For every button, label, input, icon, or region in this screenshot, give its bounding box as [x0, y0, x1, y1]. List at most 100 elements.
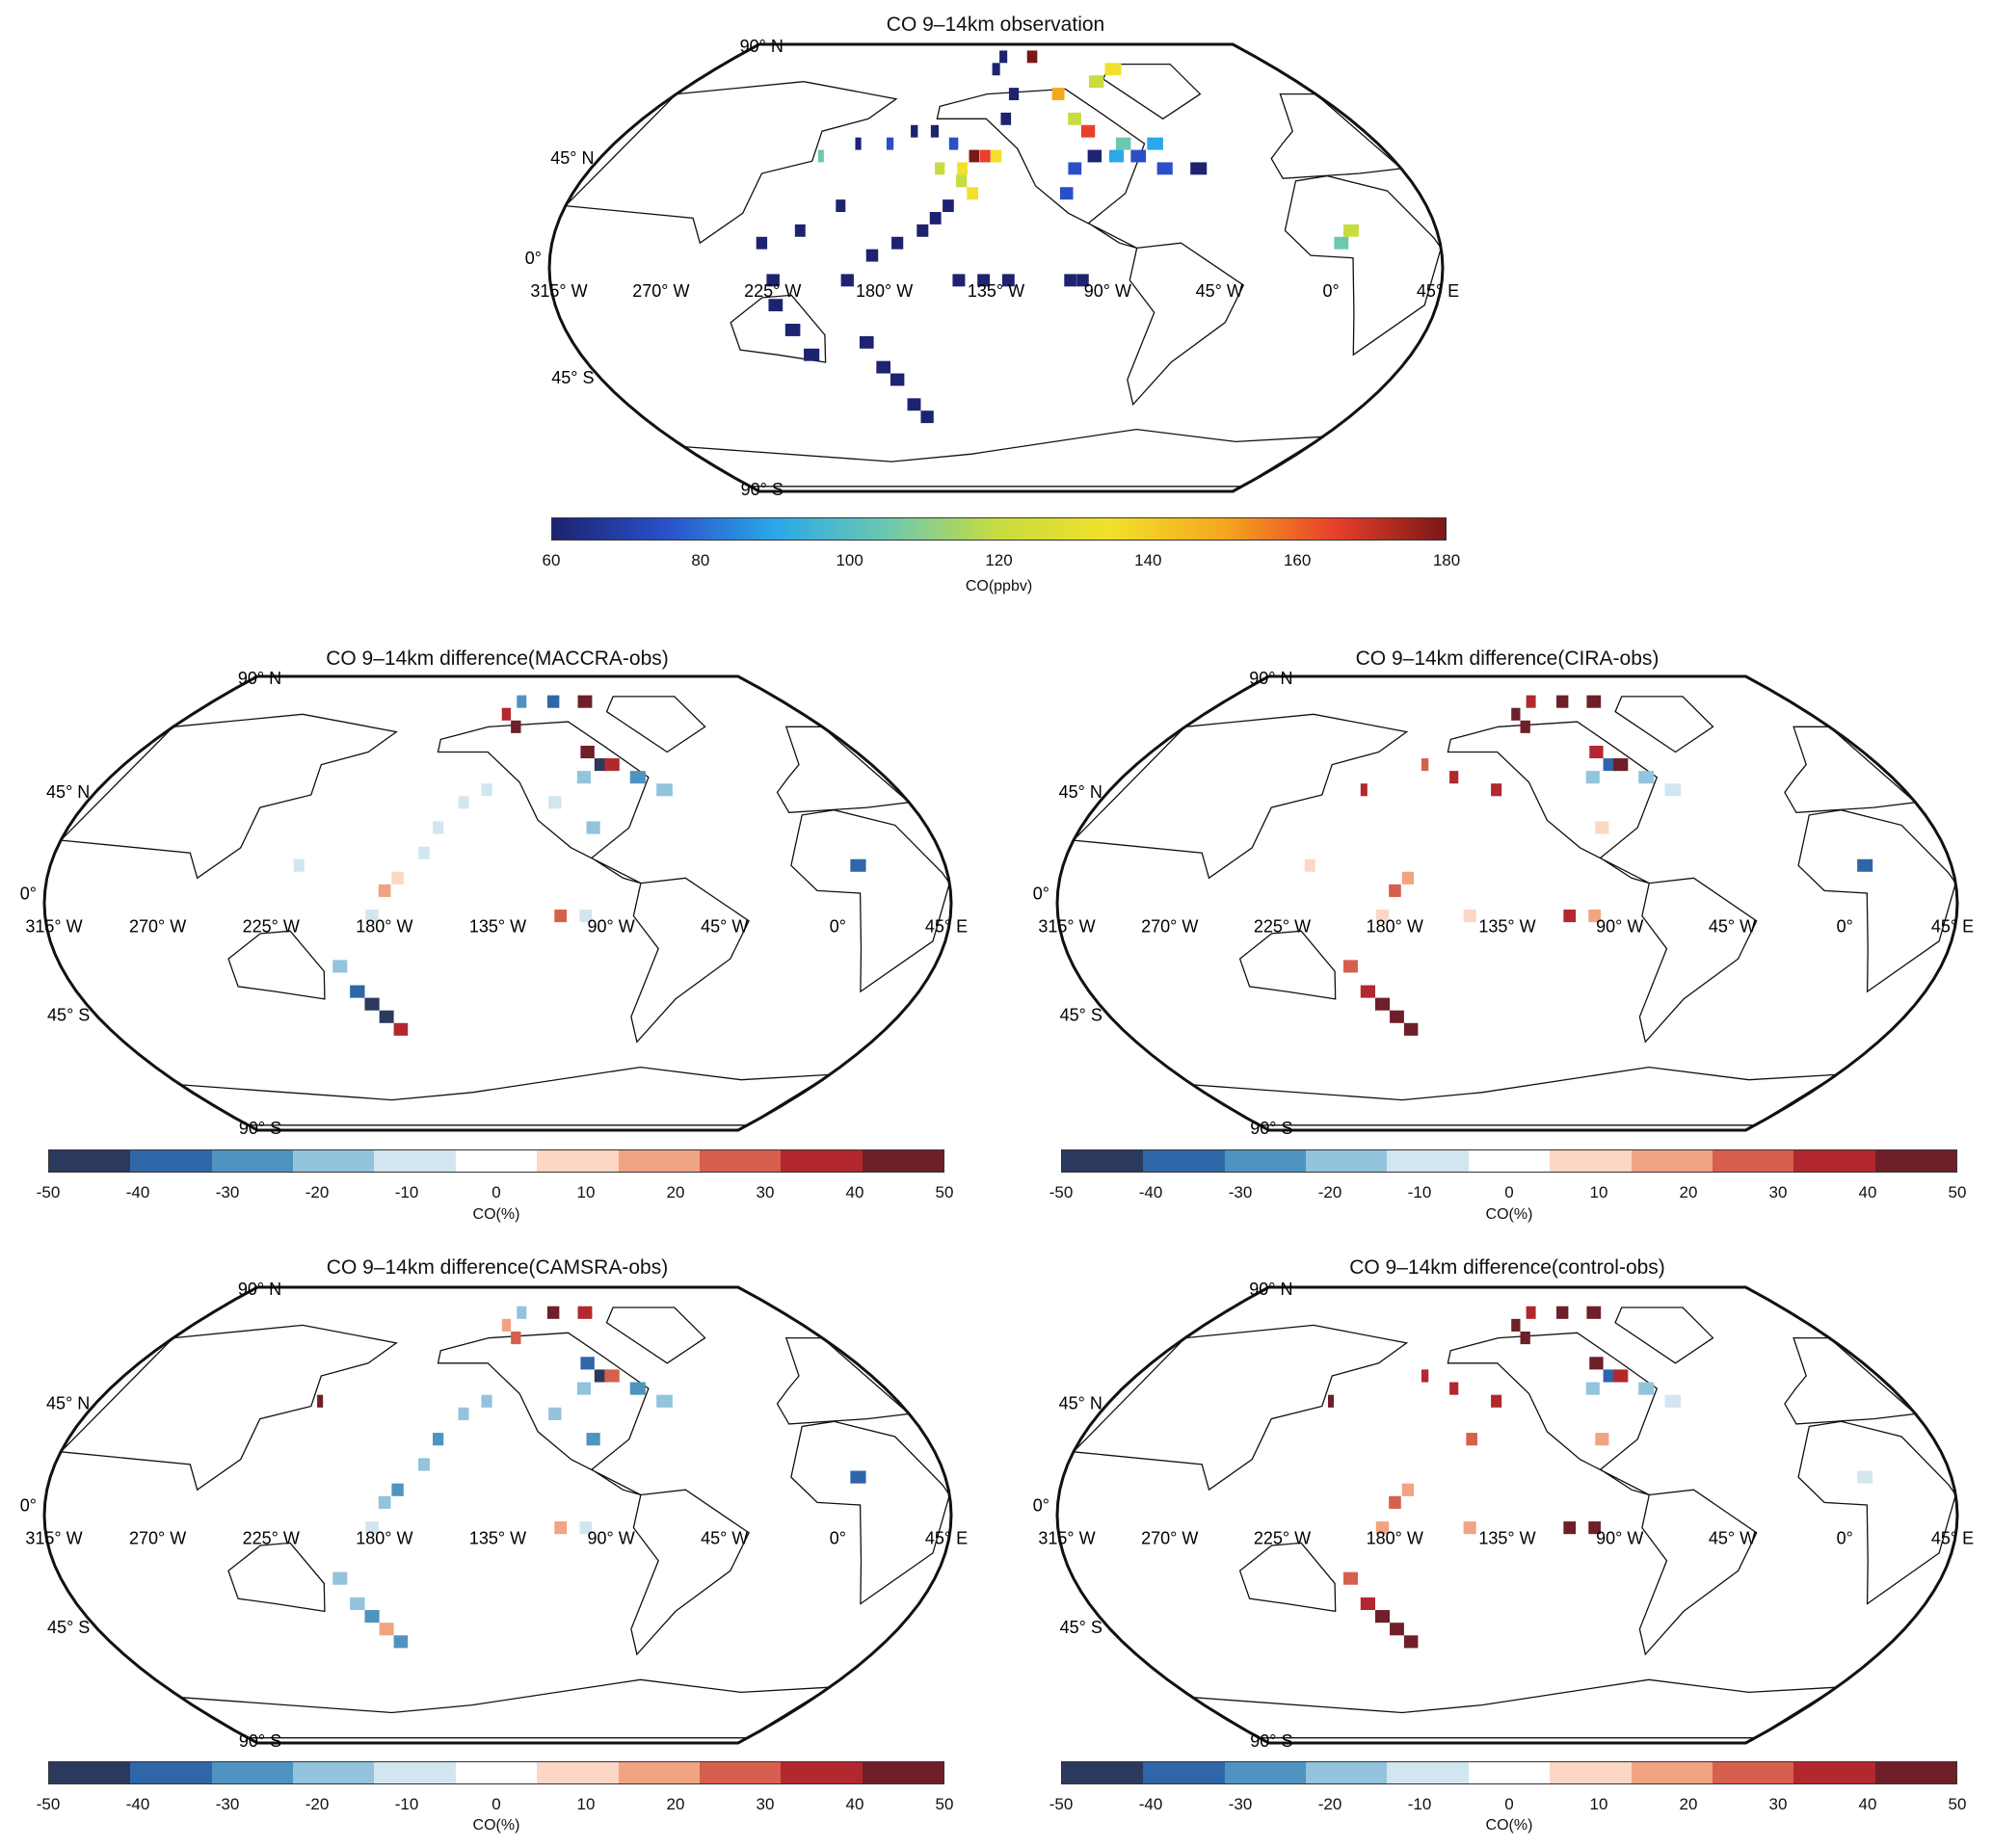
- panel-title: CO 9–14km difference(control-obs): [1349, 1256, 1665, 1279]
- data-cell: [1156, 162, 1173, 175]
- colorbar-bin: [1224, 1762, 1307, 1783]
- coastline: [776, 726, 911, 813]
- data-cell: [943, 199, 954, 212]
- coastline: [564, 81, 898, 245]
- data-cell: [1589, 1357, 1604, 1370]
- data-cell: [850, 1470, 866, 1484]
- colorbar-bin: [1793, 1762, 1875, 1783]
- data-cell: [1613, 758, 1629, 772]
- map-svg: 90° N 45° N 0° 45° S 90° S 315° W 270° W 225° W…: [20, 669, 968, 1138]
- colorbar-tick-label: -50: [36, 1795, 61, 1813]
- colorbar-tick-label: 0: [1504, 1795, 1514, 1813]
- lon-label: 90° W: [588, 917, 635, 937]
- lat-label: 90° N: [1249, 669, 1292, 688]
- coastline: [1797, 809, 1957, 993]
- data-cell: [1389, 884, 1401, 897]
- data-cell: [501, 1318, 512, 1332]
- data-cell: [969, 149, 980, 163]
- lon-label: 225° W: [744, 281, 801, 301]
- lat-label: 90° S: [239, 1731, 281, 1751]
- data-cell: [629, 771, 646, 784]
- data-cell: [916, 224, 929, 237]
- data-cell: [1026, 50, 1038, 64]
- colorbar-tick-label: 100: [836, 551, 863, 569]
- data-cell: [1664, 1394, 1681, 1408]
- colorbar-label: CO(ppbv): [965, 578, 1033, 594]
- data-cell: [332, 1571, 348, 1585]
- lat-label: 90° S: [741, 480, 784, 499]
- data-cell: [1511, 1318, 1521, 1332]
- data-cell: [1389, 1495, 1401, 1509]
- colorbar: [1061, 1149, 1957, 1173]
- data-cell: [1130, 149, 1147, 163]
- data-cell: [554, 1521, 568, 1535]
- map-panel: 90° N 45° N 0° 45° S 90° S 315° W 270° W 225° W…: [1033, 669, 1974, 1138]
- lat-label: 0°: [20, 1496, 37, 1516]
- data-cell: [1051, 88, 1065, 100]
- data-cell: [1360, 783, 1368, 797]
- colorbar-bin: [699, 1762, 782, 1783]
- data-cell: [393, 1022, 409, 1036]
- lon-label: 135° W: [968, 281, 1024, 301]
- colorbar: [48, 1761, 944, 1784]
- data-cell: [1108, 149, 1125, 163]
- colorbar-bin: [130, 1150, 212, 1172]
- data-cell: [365, 1521, 379, 1535]
- colorbar-bin: [49, 1150, 131, 1172]
- data-cell: [907, 398, 921, 411]
- colorbar-tick-label: 50: [935, 1183, 954, 1201]
- data-cell: [891, 236, 904, 250]
- data-cell: [379, 1010, 394, 1023]
- lon-label: 180° W: [356, 1529, 412, 1548]
- data-cell: [1638, 1382, 1655, 1395]
- lon-label: 0°: [830, 917, 846, 937]
- colorbar-tick-label: -40: [1138, 1183, 1163, 1201]
- data-cell: [1403, 1635, 1419, 1649]
- data-cell: [1638, 771, 1655, 784]
- data-cell: [1360, 1597, 1375, 1611]
- lon-label: 0°: [1837, 917, 1853, 937]
- lon-label: 45° E: [1417, 281, 1459, 301]
- data-cell: [350, 1597, 365, 1611]
- data-cell: [1327, 1394, 1335, 1408]
- data-cell: [1463, 1521, 1476, 1535]
- coastline: [227, 930, 326, 1000]
- colorbar-tick-label: -30: [215, 1183, 240, 1201]
- lon-label: 45° E: [1931, 917, 1974, 937]
- data-cell: [511, 720, 521, 733]
- data-cell: [1585, 771, 1600, 784]
- coastline: [59, 1324, 398, 1492]
- coastline: [605, 1307, 706, 1364]
- data-cell: [1104, 63, 1122, 76]
- data-cell: [1421, 1369, 1429, 1383]
- colorbar-bin: [1468, 1762, 1551, 1783]
- colorbar-tick-label: -20: [1317, 1183, 1342, 1201]
- coastline: [1192, 1678, 1838, 1739]
- panel-title: CO 9–14km observation: [886, 13, 1105, 36]
- data-cell: [929, 212, 942, 224]
- colorbar-tick-label: -20: [1317, 1795, 1342, 1813]
- colorbar-ticks: -50 -40 -30 -20 -10 0 10 20 30 40 50: [1049, 1795, 1967, 1816]
- data-cell: [1466, 1433, 1477, 1446]
- data-cell: [1374, 1610, 1391, 1624]
- data-cell: [1068, 162, 1082, 175]
- lon-label: 180° W: [356, 917, 412, 937]
- map-svg: 90° N 45° N 0° 45° S 90° S 315° W 270° W 225° W…: [20, 1280, 968, 1751]
- data-cell: [840, 274, 854, 287]
- data-cell: [1463, 910, 1476, 923]
- data-cell: [517, 1306, 527, 1319]
- colorbar-tick-label: 40: [1858, 1795, 1877, 1813]
- lon-label: 180° W: [856, 281, 913, 301]
- colorbar-tick-label: 50: [1948, 1795, 1967, 1813]
- colorbar-tick-label: 10: [576, 1183, 596, 1201]
- lat-label: 90° S: [239, 1119, 281, 1138]
- lat-label: 90° N: [238, 1280, 281, 1299]
- data-cell: [293, 858, 305, 872]
- data-cell: [1589, 745, 1604, 759]
- data-cell: [1421, 758, 1429, 772]
- colorbar-bin: [1062, 1150, 1144, 1172]
- data-cell: [1586, 1306, 1602, 1319]
- data-cell: [378, 884, 391, 897]
- coastline: [1638, 1489, 1758, 1656]
- data-cell: [1613, 1369, 1629, 1383]
